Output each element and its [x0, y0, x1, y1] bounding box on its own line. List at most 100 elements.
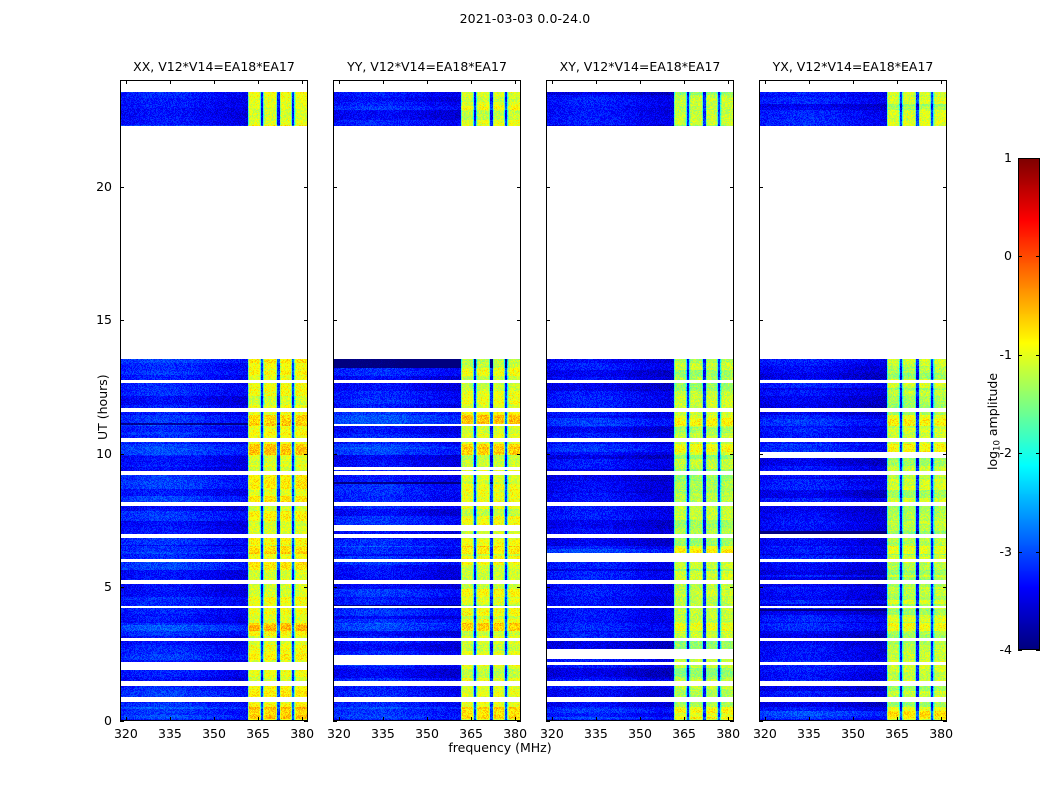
x-tick-mark — [169, 80, 171, 84]
x-tick-mark — [853, 717, 854, 721]
colorbar-tick-mark — [1018, 354, 1022, 356]
y-tick-mark — [517, 320, 521, 322]
colorbar-tick-mark — [1018, 158, 1022, 159]
y-tick-mark — [943, 186, 947, 188]
colorbar-tick-mark — [1036, 453, 1040, 455]
x-tick-mark — [728, 80, 730, 84]
y-tick-mark — [730, 453, 734, 455]
y-axis-label: UT (hours) — [95, 374, 110, 440]
x-tick-mark — [515, 717, 517, 721]
colorbar-tick-mark — [1036, 158, 1040, 159]
y-tick-mark — [304, 453, 308, 455]
x-tick-label: 335 — [584, 726, 608, 741]
colorbar-tick-label: -1 — [999, 346, 1012, 362]
figure-suptitle: 2021-03-03 0.0-24.0 — [459, 11, 591, 26]
y-tick-mark — [333, 721, 337, 722]
y-tick-mark — [333, 186, 337, 188]
y-tick-mark — [120, 320, 124, 322]
y-tick-mark — [304, 186, 308, 188]
x-tick-label: 365 — [672, 726, 696, 741]
y-tick-mark — [730, 587, 734, 589]
y-tick-label: 20 — [96, 178, 112, 194]
y-tick-mark — [517, 587, 521, 589]
x-tick-mark — [808, 717, 810, 721]
x-tick-label: 320 — [113, 726, 138, 741]
x-tick-label: 335 — [371, 726, 395, 741]
x-tick-mark — [941, 717, 943, 721]
x-tick-mark — [471, 717, 473, 721]
x-tick-mark — [853, 80, 854, 84]
waterfall-panel-xy[interactable] — [546, 80, 734, 721]
y-tick-mark — [943, 453, 947, 455]
y-tick-mark — [517, 186, 521, 188]
y-tick-mark — [546, 721, 550, 722]
panel-title-xy: XY, V12*V14=EA18*EA17 — [559, 59, 721, 74]
y-tick-mark — [943, 587, 947, 589]
x-tick-label: 380 — [929, 726, 954, 741]
x-tick-mark — [125, 717, 127, 721]
x-tick-mark — [338, 717, 340, 721]
y-tick-mark — [304, 587, 308, 589]
x-tick-mark — [897, 717, 899, 721]
y-tick-mark — [759, 587, 763, 589]
x-tick-mark — [551, 717, 553, 721]
colorbar-tick-mark — [1018, 256, 1022, 258]
x-tick-label: 365 — [885, 726, 909, 741]
waterfall-panel-yx[interactable] — [759, 80, 947, 721]
x-tick-mark — [808, 80, 810, 84]
y-tick-mark — [120, 721, 124, 722]
x-tick-mark — [551, 80, 553, 84]
waterfall-panel-yy[interactable] — [333, 80, 521, 721]
y-tick-mark — [517, 721, 521, 722]
x-tick-label: 320 — [326, 726, 351, 741]
colorbar-tick-mark — [1018, 650, 1022, 651]
colorbar-tick-mark — [1018, 453, 1022, 455]
x-tick-label: 365 — [459, 726, 483, 741]
y-tick-label: 15 — [96, 312, 112, 328]
x-tick-mark — [427, 80, 428, 84]
x-tick-mark — [897, 80, 899, 84]
x-tick-mark — [338, 80, 340, 84]
x-tick-mark — [382, 80, 384, 84]
colorbar-tick-label: 1 — [1004, 150, 1012, 165]
y-tick-mark — [333, 587, 337, 589]
x-tick-mark — [214, 80, 215, 84]
colorbar-tick-mark — [1036, 551, 1040, 553]
x-tick-mark — [382, 717, 384, 721]
x-tick-mark — [728, 717, 730, 721]
y-tick-mark — [730, 186, 734, 188]
x-tick-mark — [258, 80, 260, 84]
x-tick-label: 320 — [539, 726, 564, 741]
x-tick-mark — [764, 80, 766, 84]
x-tick-mark — [258, 717, 260, 721]
x-tick-mark — [684, 717, 686, 721]
x-tick-label: 380 — [290, 726, 315, 741]
x-tick-label: 320 — [752, 726, 777, 741]
y-tick-mark — [943, 721, 947, 722]
colorbar-tick-mark — [1036, 354, 1040, 356]
x-tick-label: 335 — [158, 726, 182, 741]
y-tick-mark — [546, 186, 550, 188]
x-tick-mark — [302, 80, 304, 84]
x-tick-mark — [941, 80, 943, 84]
y-tick-mark — [730, 320, 734, 322]
panel-title-yy: YY, V12*V14=EA18*EA17 — [347, 59, 507, 74]
y-tick-mark — [730, 721, 734, 722]
colorbar-tick-label: -2 — [999, 445, 1012, 461]
panel-title-yx: YX, V12*V14=EA18*EA17 — [772, 59, 934, 74]
x-tick-label: 380 — [503, 726, 528, 741]
y-tick-label: 5 — [104, 579, 112, 595]
x-tick-mark — [125, 80, 127, 84]
colorbar-label-suffix: amplitude — [985, 372, 1000, 441]
x-tick-mark — [169, 717, 171, 721]
y-tick-mark — [120, 587, 124, 589]
x-tick-mark — [640, 80, 641, 84]
x-tick-mark — [302, 717, 304, 721]
x-tick-mark — [427, 717, 428, 721]
x-tick-label: 380 — [716, 726, 741, 741]
colorbar-tick-label: -4 — [999, 642, 1012, 657]
x-tick-label: 365 — [246, 726, 270, 741]
y-tick-mark — [546, 453, 550, 455]
waterfall-panel-xx[interactable] — [120, 80, 308, 721]
x-tick-mark — [471, 80, 473, 84]
